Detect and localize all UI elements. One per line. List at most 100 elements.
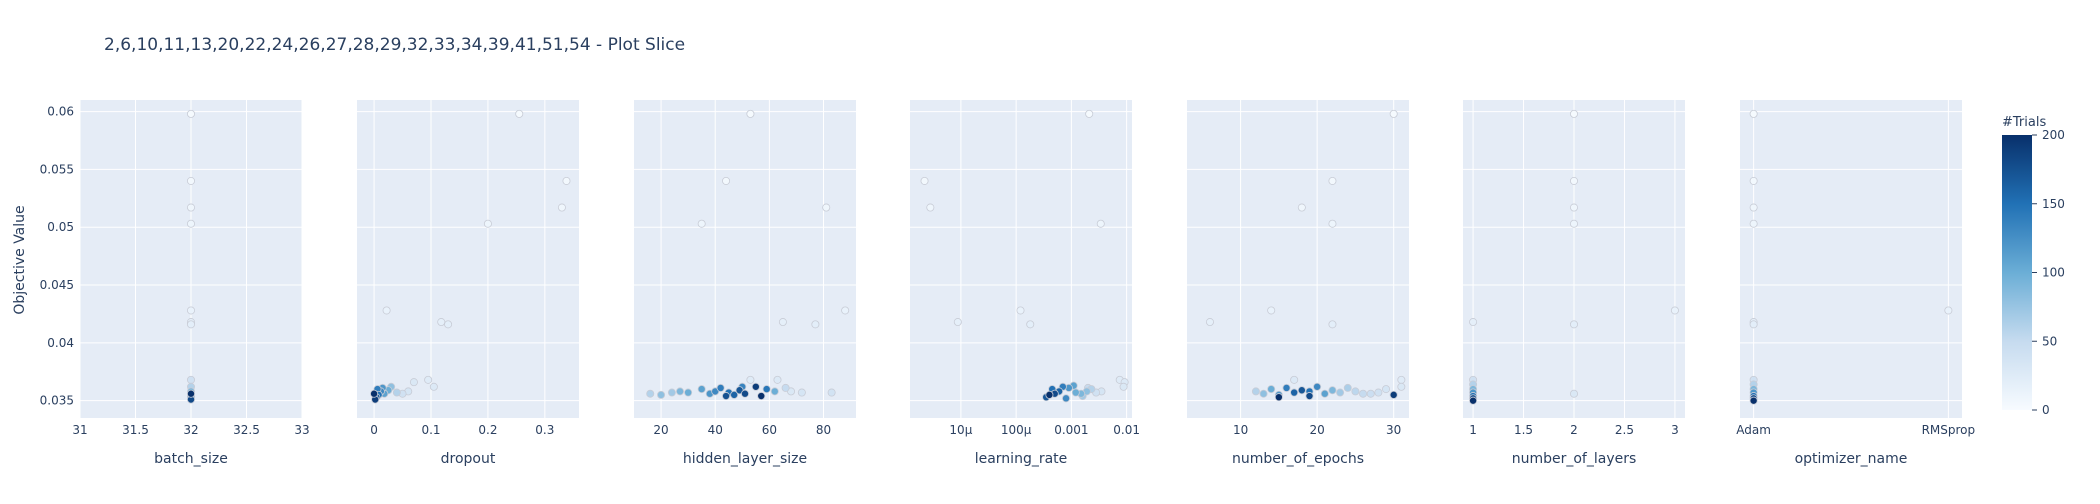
scatter-point: [1328, 386, 1337, 395]
panel-number_of_layers: 1 1.5 2 2.5 3 number_of_layers: [1463, 100, 1685, 467]
scatter-point: [953, 318, 962, 327]
scatter-point: [797, 388, 806, 397]
scatter-point: [811, 320, 820, 329]
plot-area: [1740, 100, 1962, 418]
scatter-point: [841, 306, 850, 315]
colorbar-tick-label: 50: [2042, 334, 2057, 348]
y-tick-label: 0.04: [47, 336, 74, 350]
panel-dropout: 0 0.1 0.2 0.3 dropout: [357, 100, 579, 467]
scatter-point: [778, 318, 787, 327]
scatter-point: [1570, 176, 1579, 185]
x-tick-label: 100μ: [1001, 423, 1032, 437]
x-tick-label: 1: [1469, 423, 1477, 437]
scatter-point: [392, 388, 401, 397]
scatter-point: [1328, 219, 1337, 228]
x-tick-label: 30: [1386, 423, 1401, 437]
x-axis-label: hidden_layer_size: [683, 451, 807, 467]
scatter-point: [1670, 306, 1679, 315]
x-axis-label: optimizer_name: [1795, 451, 1908, 467]
colorbar-tick-label: 150: [2042, 197, 2065, 211]
colorbar-tick-label: 100: [2042, 266, 2065, 280]
scatter-point: [762, 385, 771, 394]
scatter-point: [437, 318, 446, 327]
scatter-point: [1085, 109, 1094, 118]
x-tick-label: 2.5: [1615, 423, 1634, 437]
scatter-point: [1570, 203, 1579, 212]
x-tick-label: 32: [183, 423, 198, 437]
scatter-point: [1749, 203, 1758, 212]
scatter-point: [741, 389, 750, 398]
scatter-point: [730, 390, 739, 399]
scatter-point: [1096, 219, 1105, 228]
scatter-point: [1205, 318, 1214, 327]
plot-area: [1187, 100, 1409, 418]
scatter-point: [186, 109, 195, 118]
x-axis-label: dropout: [441, 451, 496, 467]
scatter-point: [186, 306, 195, 315]
scatter-point: [926, 203, 935, 212]
x-tick-label: 10: [1233, 423, 1248, 437]
scatter-point: [667, 388, 676, 397]
y-tick-label: 0.045: [40, 278, 74, 292]
scatter-point: [757, 392, 766, 401]
scatter-point: [781, 383, 790, 392]
scatter-point: [1374, 388, 1383, 397]
scatter-point: [1045, 390, 1054, 399]
x-tick-label: 60: [762, 423, 777, 437]
scatter-point: [1016, 306, 1025, 315]
scatter-point: [1359, 389, 1368, 398]
scatter-point: [746, 375, 755, 384]
scatter-point: [1570, 320, 1579, 329]
y-axis-label: Objective Value: [12, 205, 28, 314]
x-axis-label: learning_rate: [975, 451, 1068, 467]
scatter-point: [697, 219, 706, 228]
panel-learning_rate: 10μ 100μ 0.001 0.01 learning_rate: [910, 100, 1140, 467]
scatter-point: [1749, 109, 1758, 118]
x-tick-label: Adam: [1736, 423, 1771, 437]
x-tick-label: 33: [294, 423, 309, 437]
x-tick-label: RMSprop: [1922, 423, 1976, 437]
scatter-point: [1389, 109, 1398, 118]
scatter-point: [1062, 394, 1071, 403]
y-tick-label: 0.055: [40, 162, 74, 176]
scatter-point: [1570, 219, 1579, 228]
x-tick-label: 0.3: [535, 423, 554, 437]
scatter-point: [444, 320, 453, 329]
scatter-point: [1397, 375, 1406, 384]
scatter-point: [676, 387, 685, 396]
scatter-point: [1749, 219, 1758, 228]
scatter-point: [684, 388, 693, 397]
scatter-point: [1389, 390, 1398, 399]
scatter-point: [483, 219, 492, 228]
scatter-point: [186, 320, 195, 329]
scatter-point: [382, 306, 391, 315]
scatter-point: [1336, 388, 1345, 397]
scatter-point: [1397, 382, 1406, 391]
scatter-point: [1570, 109, 1579, 118]
x-tick-label: 3: [1671, 423, 1679, 437]
y-tick-label: 0.06: [47, 105, 74, 119]
scatter-point: [1297, 386, 1306, 395]
panel-optimizer_name: Adam RMSprop optimizer_name: [1736, 100, 1975, 467]
y-tick-label: 0.05: [47, 220, 74, 234]
scatter-point: [515, 109, 524, 118]
scatter-point: [827, 388, 836, 397]
scatter-point: [1749, 396, 1758, 405]
scatter-point: [186, 219, 195, 228]
scatter-point: [1290, 375, 1299, 384]
scatter-point: [1320, 389, 1329, 398]
scatter-point: [746, 109, 755, 118]
x-tick-label: 31: [72, 423, 87, 437]
scatter-point: [773, 375, 782, 384]
scatter-point: [1944, 306, 1953, 315]
plot-area: [910, 100, 1132, 418]
scatter-point: [657, 390, 666, 399]
x-tick-label: 0.2: [478, 423, 497, 437]
scatter-point: [186, 389, 195, 398]
x-tick-label: 20: [1309, 423, 1324, 437]
x-tick-label: 1.5: [1514, 423, 1533, 437]
scatter-point: [186, 176, 195, 185]
chart-title: 2,6,10,11,13,20,22,24,26,27,28,29,32,33,…: [104, 35, 685, 55]
scatter-point: [1313, 382, 1322, 391]
